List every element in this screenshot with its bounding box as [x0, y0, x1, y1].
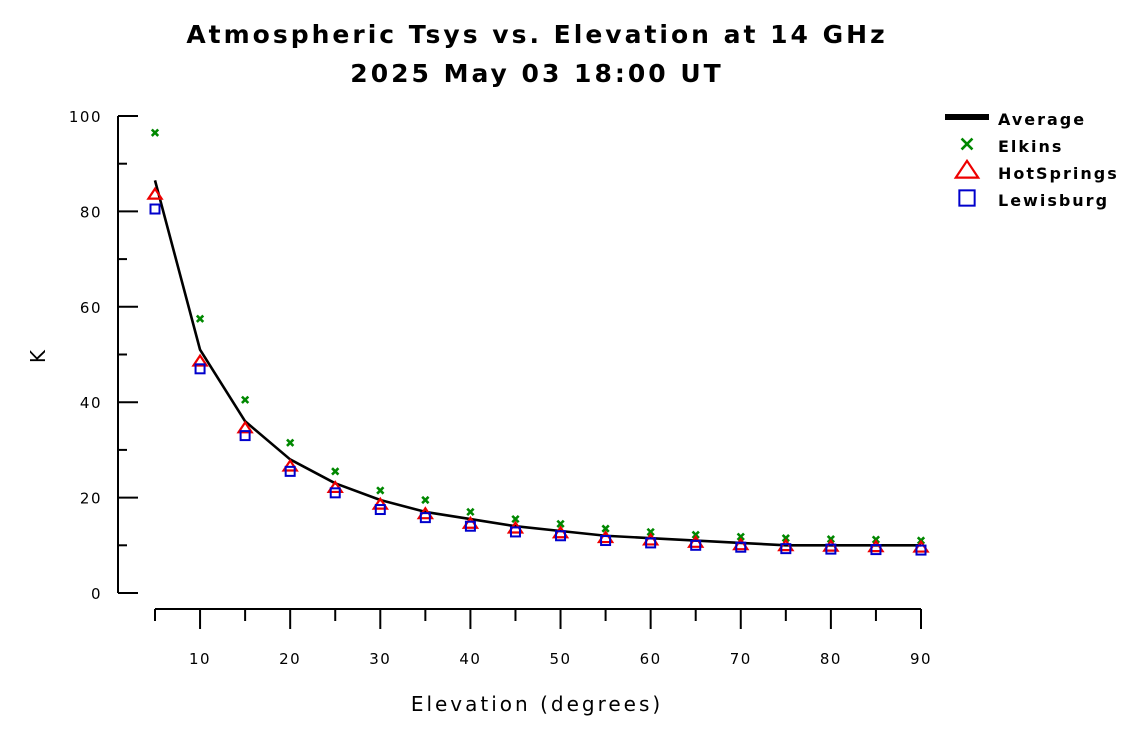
- hotsprings-point: [687, 534, 705, 548]
- x-tick-label: 90: [910, 650, 932, 668]
- hotsprings-point: [281, 458, 299, 472]
- elkins-point: [376, 486, 385, 495]
- hotsprings-point: [236, 420, 254, 434]
- x-axis: 10 20 30 40 50 60 70 80 90: [154, 608, 932, 668]
- y-axis: 0 20 40 60 80 100: [69, 108, 138, 603]
- average-line: [153, 180, 921, 547]
- legend: Average Elkins HotSprings Lewisburg: [945, 110, 1119, 210]
- lewisburg-point: [149, 203, 161, 215]
- hotsprings-point: [822, 538, 840, 552]
- legend-label: Elkins: [998, 137, 1063, 156]
- x-tick-label: 80: [820, 650, 842, 668]
- lewisburg-point: [419, 512, 431, 524]
- lewisburg-point: [690, 539, 702, 551]
- y-tick-label: 40: [80, 394, 102, 412]
- elkins-point: [421, 495, 430, 505]
- plot-area: [146, 128, 930, 556]
- elkins-point: [556, 519, 565, 528]
- elkins-point: [195, 314, 205, 323]
- chart-subtitle: 2025 May 03 18:00 UT: [350, 59, 723, 88]
- x-tick-label: 70: [730, 650, 752, 668]
- elkins-point: [511, 514, 520, 524]
- hotsprings-point: [912, 539, 930, 553]
- hotsprings-point: [146, 186, 164, 200]
- legend-item-hotsprings: HotSprings: [953, 158, 1119, 183]
- legend-item-average: Average: [945, 110, 1086, 129]
- x-tick-label: 20: [279, 650, 301, 668]
- x-tick-label: 50: [549, 650, 571, 668]
- lewisburg-point: [870, 544, 882, 556]
- elkins-point: [601, 524, 610, 533]
- lewisburg-point: [780, 543, 792, 555]
- hotsprings-point: [551, 525, 570, 539]
- lewisburg-point: [825, 543, 837, 555]
- hotsprings-point: [867, 539, 885, 553]
- elkins-point: [781, 534, 790, 543]
- series-hotsprings: [146, 186, 930, 553]
- elkins-point: [691, 530, 700, 539]
- hotsprings-point: [461, 515, 480, 529]
- elkins-point: [466, 507, 475, 517]
- x-tick-label: 10: [189, 650, 211, 668]
- lewisburg-point: [555, 530, 567, 542]
- legend-marker: [953, 158, 981, 179]
- legend-item-elkins: Elkins: [960, 137, 1063, 156]
- elkins-point: [331, 467, 340, 476]
- lewisburg-point: [509, 526, 521, 538]
- legend-label: Average: [998, 110, 1086, 129]
- lewisburg-point: [194, 363, 206, 375]
- lewisburg-point: [600, 535, 612, 547]
- y-tick-label: 80: [80, 203, 102, 221]
- legend-marker: [960, 137, 974, 151]
- legend-label: HotSprings: [998, 164, 1119, 183]
- y-tick-label: 0: [91, 585, 102, 603]
- lewisburg-point: [329, 487, 341, 499]
- lewisburg-point: [735, 541, 747, 553]
- series-elkins: [150, 128, 926, 545]
- lewisburg-point: [284, 465, 296, 477]
- legend-label: Lewisburg: [998, 191, 1109, 210]
- hotsprings-point: [326, 480, 344, 494]
- series-lewisburg: [149, 203, 927, 556]
- y-tick-label: 60: [80, 299, 102, 317]
- legend-marker: [958, 189, 976, 207]
- x-axis-label: Elevation (degrees): [411, 692, 663, 716]
- hotsprings-point: [191, 353, 209, 367]
- hotsprings-point: [777, 538, 795, 552]
- x-tick-label: 60: [640, 650, 662, 668]
- elkins-point: [286, 438, 295, 447]
- x-tick-label: 30: [369, 650, 391, 668]
- y-axis-label: K: [26, 347, 50, 363]
- lewisburg-point: [915, 544, 927, 556]
- elkins-point: [150, 128, 160, 137]
- hotsprings-point: [732, 537, 750, 551]
- elkins-point: [646, 527, 655, 537]
- elkins-point: [240, 395, 250, 404]
- elkins-point: [736, 532, 745, 541]
- hotsprings-point: [596, 530, 615, 544]
- y-tick-label: 100: [69, 108, 102, 126]
- x-tick-label: 40: [459, 650, 481, 668]
- lewisburg-point: [464, 520, 476, 532]
- lewisburg-point: [239, 430, 251, 442]
- legend-item-lewisburg: Lewisburg: [958, 189, 1109, 210]
- hotsprings-point: [641, 532, 660, 546]
- y-tick-label: 20: [80, 490, 102, 508]
- hotsprings-point: [371, 496, 389, 510]
- chart-title: Atmospheric Tsys vs. Elevation at 14 GHz: [186, 20, 887, 49]
- lewisburg-point: [645, 537, 657, 549]
- series-average: [153, 180, 921, 547]
- lewisburg-point: [374, 504, 386, 516]
